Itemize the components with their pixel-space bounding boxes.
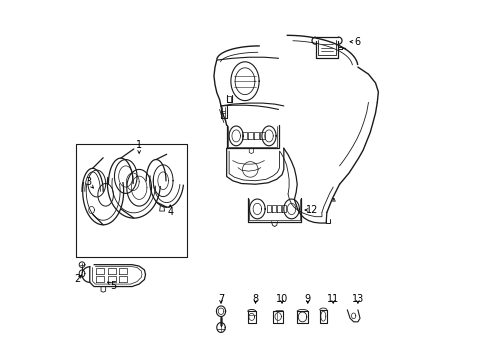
Text: 4: 4 — [167, 207, 173, 217]
Text: 7: 7 — [218, 294, 224, 304]
Text: 2: 2 — [74, 274, 80, 284]
Text: 5: 5 — [111, 281, 117, 291]
Text: 8: 8 — [252, 294, 259, 304]
Text: 9: 9 — [305, 294, 311, 304]
Text: 10: 10 — [276, 294, 288, 304]
Text: 6: 6 — [355, 37, 361, 47]
Text: 11: 11 — [327, 294, 339, 304]
Text: 12: 12 — [306, 205, 318, 215]
Text: 13: 13 — [352, 294, 364, 304]
Text: 1: 1 — [136, 140, 142, 150]
Text: 3: 3 — [85, 177, 91, 187]
